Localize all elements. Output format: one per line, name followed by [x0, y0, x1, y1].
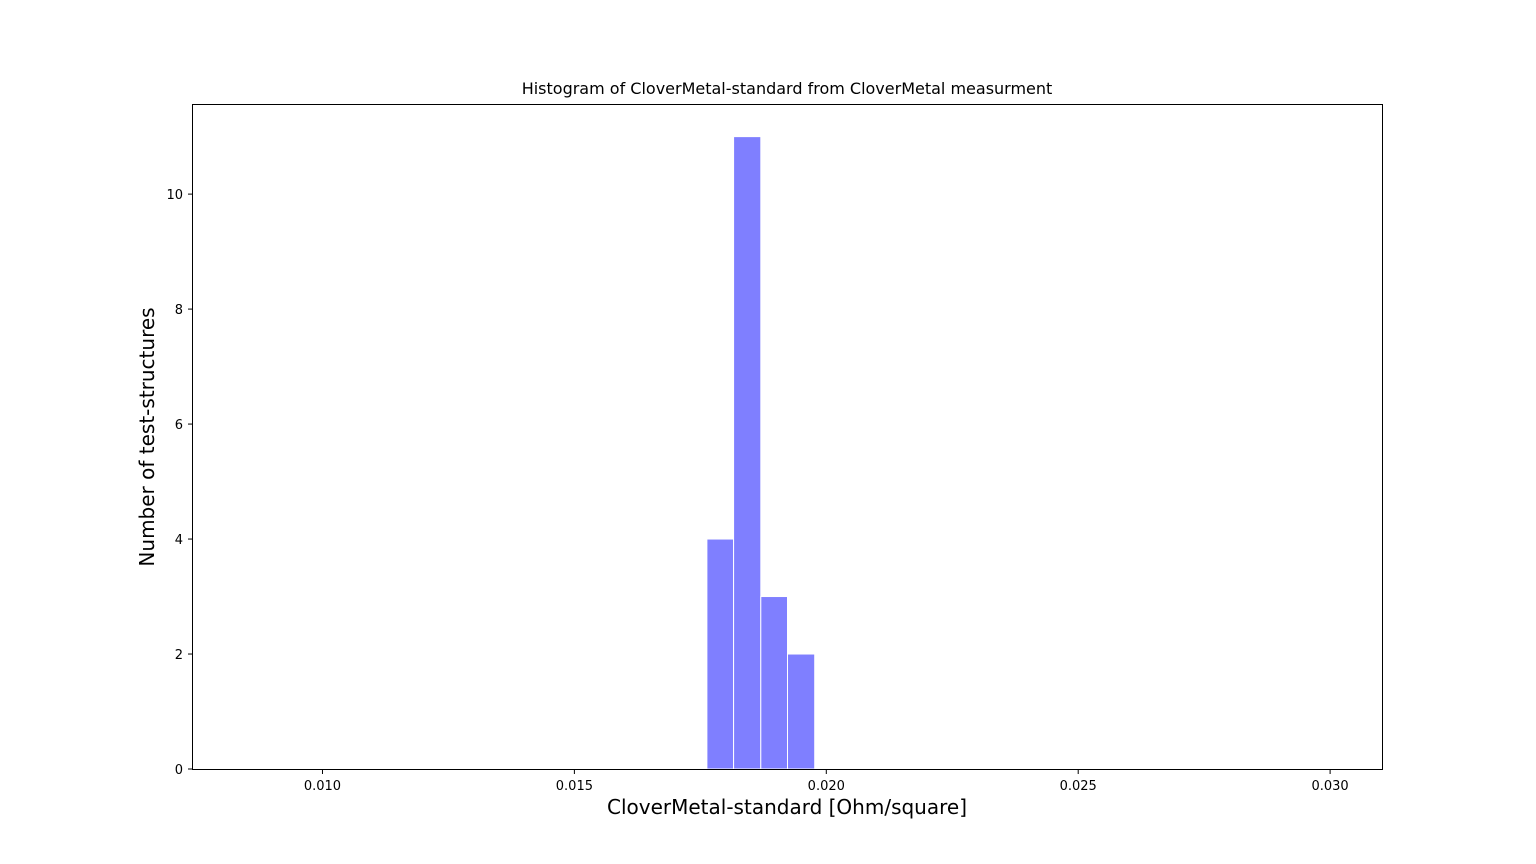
x-tick-label: 0.010 [304, 779, 341, 794]
x-tick-label: 0.025 [1060, 779, 1097, 794]
plot-frame [192, 104, 1383, 770]
histogram-bar [760, 596, 788, 770]
y-tick-label: 8 [175, 303, 183, 318]
y-axis-title: Number of test-structures [135, 307, 159, 566]
histogram-bar [733, 136, 762, 770]
y-tick-label: 10 [166, 188, 183, 203]
y-tick-label: 6 [175, 418, 183, 433]
y-tick-label: 2 [175, 648, 183, 663]
chart-title: Histogram of CloverMetal-standard from C… [522, 79, 1053, 98]
histogram-bar [787, 653, 816, 770]
x-tick-label: 0.015 [556, 779, 593, 794]
histogram-bar [706, 538, 735, 770]
y-axis-ticks: 0 2 4 6 8 10 [166, 188, 193, 778]
x-axis-ticks: 0.010 0.015 0.020 0.025 0.030 [304, 769, 1349, 794]
x-axis-title: CloverMetal-standard [Ohm/square] [607, 795, 967, 819]
x-tick-label: 0.030 [1311, 779, 1348, 794]
x-tick-label: 0.020 [808, 779, 845, 794]
bars-group [706, 136, 816, 770]
y-tick-label: 0 [175, 763, 183, 778]
y-tick-label: 4 [175, 533, 183, 548]
